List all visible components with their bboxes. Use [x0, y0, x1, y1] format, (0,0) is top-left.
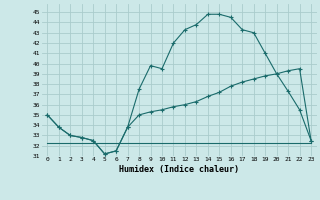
X-axis label: Humidex (Indice chaleur): Humidex (Indice chaleur): [119, 165, 239, 174]
